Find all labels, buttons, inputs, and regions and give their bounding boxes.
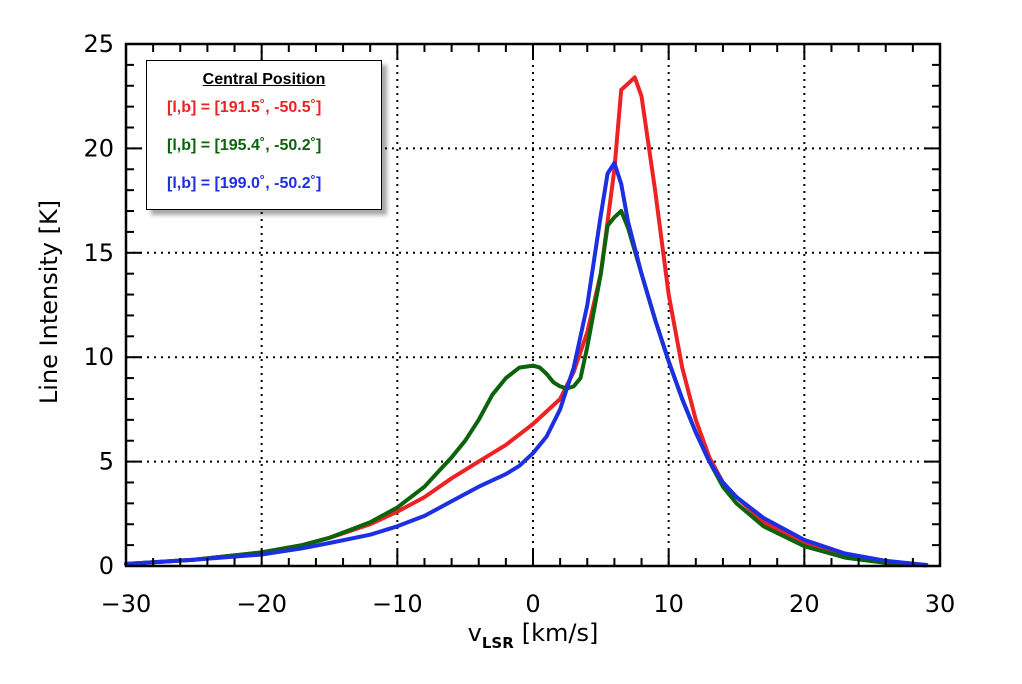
- x-tick-label: 10: [653, 590, 684, 618]
- y-tick-label: 20: [83, 134, 114, 162]
- x-tick-label: −30: [101, 590, 152, 618]
- y-tick-label: 5: [99, 448, 114, 476]
- series-line-green: [124, 209, 929, 568]
- x-axis-label-main: v: [468, 619, 482, 647]
- axis-ticks: [125, 43, 941, 567]
- legend-entry-green: [l,b] = [195.4˚, -50.2˚]: [167, 137, 322, 154]
- y-tick-label: 25: [83, 30, 114, 58]
- x-tick-label: 0: [525, 590, 540, 618]
- x-tick-label: −20: [236, 590, 287, 618]
- y-tick-labels: 0 5 10 15 20 25: [83, 30, 114, 580]
- x-tick-label: −10: [372, 590, 423, 618]
- y-tick-label: 15: [83, 239, 114, 267]
- x-axis-label-units: [km/s]: [522, 619, 599, 647]
- x-axis-label-subscript: LSR: [482, 634, 514, 652]
- legend: Central Position [l,b] = [191.5˚, -50.5˚…: [146, 60, 382, 210]
- data-series: [124, 75, 929, 568]
- legend-entry-red: [l,b] = [191.5˚, -50.5˚]: [167, 99, 322, 116]
- legend-entry-blue: [l,b] = [199.0˚, -50.2˚]: [167, 175, 322, 192]
- legend-title: Central Position: [202, 71, 326, 88]
- x-tick-label: 30: [925, 590, 956, 618]
- y-axis-label: Line Intensity [K]: [35, 200, 63, 404]
- x-tick-labels: −30 −20 −10 0 10 20 30: [101, 590, 956, 618]
- y-tick-label: 0: [99, 552, 114, 580]
- x-axis-label: vLSR [km/s]: [468, 619, 599, 652]
- y-tick-label: 10: [83, 343, 114, 371]
- x-tick-label: 20: [789, 590, 820, 618]
- series-line-blue: [124, 161, 929, 567]
